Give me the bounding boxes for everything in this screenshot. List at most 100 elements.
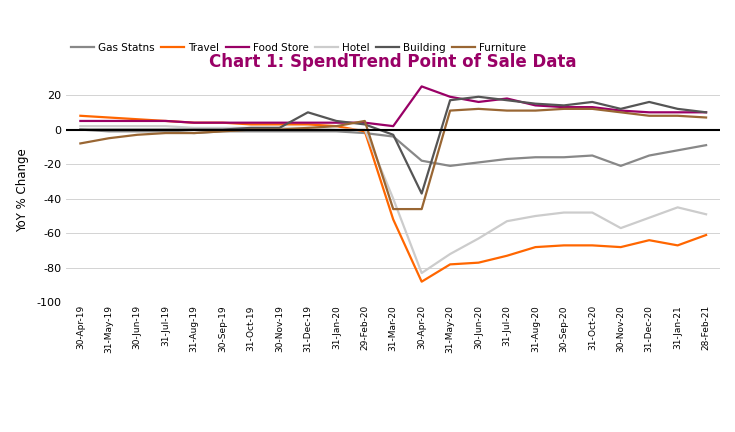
Food Store [474, 99, 483, 105]
Gas Statns [445, 163, 454, 168]
Hotel [161, 124, 170, 129]
Building [332, 118, 341, 124]
Hotel [617, 226, 625, 231]
Gas Statns [531, 155, 539, 160]
Hotel [417, 270, 426, 276]
Furniture [445, 108, 454, 113]
Hotel [531, 213, 539, 219]
Food Store [417, 84, 426, 89]
Building [617, 106, 625, 111]
Building [304, 110, 312, 115]
Travel [275, 122, 284, 127]
Gas Statns [104, 129, 113, 134]
Building [417, 191, 426, 196]
Building [389, 132, 398, 137]
Travel [645, 238, 653, 243]
Food Store [645, 110, 653, 115]
Food Store [588, 105, 597, 110]
Food Store [702, 110, 711, 115]
Gas Statns [218, 129, 227, 134]
Food Store [104, 118, 113, 124]
Hotel [474, 236, 483, 241]
Travel [389, 217, 398, 222]
Gas Statns [588, 153, 597, 158]
Furniture [389, 206, 398, 212]
Hotel [445, 251, 454, 257]
Gas Statns [673, 148, 682, 153]
Building [275, 125, 284, 130]
Food Store [218, 120, 227, 125]
Gas Statns [190, 130, 198, 136]
Furniture [531, 108, 539, 113]
Food Store [503, 96, 512, 101]
Furniture [275, 127, 284, 132]
Gas Statns [645, 153, 653, 158]
Hotel [304, 125, 312, 130]
Building [133, 127, 142, 132]
Furniture [104, 136, 113, 141]
Building [503, 98, 512, 103]
Line: Gas Statns: Gas Statns [80, 130, 706, 166]
Furniture [133, 132, 142, 137]
Gas Statns [360, 130, 369, 136]
Line: Furniture: Furniture [80, 109, 706, 209]
Furniture [673, 113, 682, 118]
Line: Hotel: Hotel [80, 126, 706, 273]
Building [218, 127, 227, 132]
Line: Building: Building [80, 97, 706, 194]
Food Store [190, 120, 198, 125]
Hotel [133, 124, 142, 129]
Travel [474, 260, 483, 265]
Hotel [218, 125, 227, 130]
Building [360, 122, 369, 127]
Furniture [645, 113, 653, 118]
Gas Statns [304, 129, 312, 134]
Travel [190, 120, 198, 125]
Gas Statns [559, 155, 568, 160]
Food Store [332, 120, 341, 125]
Furniture [304, 125, 312, 130]
Food Store [76, 118, 85, 124]
Furniture [247, 127, 256, 132]
Building [673, 106, 682, 111]
Furniture [360, 118, 369, 124]
Travel [247, 122, 256, 127]
Food Store [275, 120, 284, 125]
Furniture [588, 106, 597, 111]
Food Store [161, 118, 170, 124]
Travel [133, 117, 142, 122]
Travel [617, 245, 625, 250]
Hotel [702, 212, 711, 217]
Food Store [389, 124, 398, 129]
Building [161, 127, 170, 132]
Gas Statns [275, 129, 284, 134]
Line: Food Store: Food Store [80, 86, 706, 126]
Gas Statns [133, 129, 142, 134]
Legend: Gas Statns, Travel, Food Store, Hotel, Building, Furniture: Gas Statns, Travel, Food Store, Hotel, B… [71, 42, 526, 53]
Furniture [559, 106, 568, 111]
Food Store [445, 94, 454, 99]
Gas Statns [417, 158, 426, 163]
Building [190, 127, 198, 132]
Furniture [417, 206, 426, 212]
Hotel [673, 205, 682, 210]
Hotel [247, 125, 256, 130]
Food Store [673, 110, 682, 115]
Hotel [190, 125, 198, 130]
Food Store [559, 105, 568, 110]
Gas Statns [617, 163, 625, 168]
Food Store [247, 120, 256, 125]
Travel [161, 118, 170, 124]
Hotel [588, 210, 597, 215]
Gas Statns [332, 129, 341, 134]
Gas Statns [247, 129, 256, 134]
Travel [76, 113, 85, 118]
Hotel [559, 210, 568, 215]
Gas Statns [389, 134, 398, 139]
Building [588, 99, 597, 105]
Travel [304, 122, 312, 127]
Building [474, 94, 483, 99]
Food Store [531, 103, 539, 108]
Gas Statns [161, 129, 170, 134]
Hotel [645, 215, 653, 220]
